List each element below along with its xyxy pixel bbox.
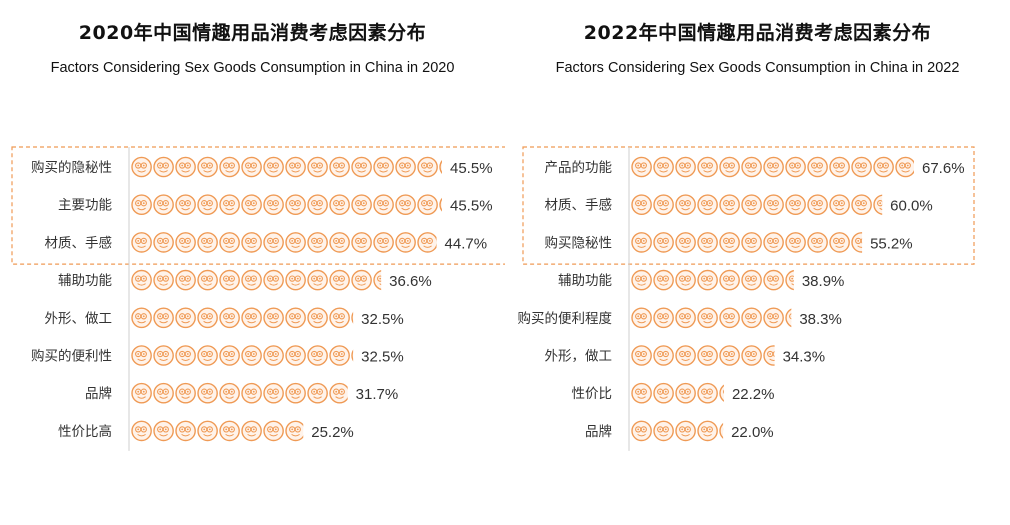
bar (131, 156, 442, 178)
category-label: 购买隐秘性 (545, 235, 613, 251)
highlight-box (11, 146, 505, 265)
chart-subtitle-2020: Factors Considering Sex Goods Consumptio… (50, 60, 455, 76)
value-label: 38.9% (802, 273, 845, 290)
value-label: 55.2% (870, 235, 913, 252)
value-label: 25.2% (311, 424, 354, 441)
category-label: 品牌 (85, 385, 112, 402)
value-label: 22.0% (731, 424, 774, 441)
value-label: 32.5% (361, 311, 404, 328)
category-label: 材质、手感 (45, 234, 113, 251)
value-label: 36.6% (389, 273, 432, 290)
value-label: 60.0% (890, 198, 933, 215)
value-label: 31.7% (356, 386, 399, 403)
category-label: 外形、做工 (45, 311, 113, 327)
value-label: 45.5% (450, 160, 493, 177)
bar (631, 307, 792, 329)
category-label: 购买的便利性 (31, 349, 112, 365)
category-label: 主要功能 (58, 198, 112, 214)
chart-subtitle-2022: Factors Considering Sex Goods Consumptio… (555, 60, 960, 76)
bar (131, 420, 304, 442)
value-label: 67.6% (922, 160, 965, 177)
bar (631, 269, 794, 291)
bar (131, 345, 354, 366)
pictogram-chart-2022: 产品的功能 67.6% 材质、手感 60.0% 购买隐秘性 55.2% 辅助功能 38.9% 购… (518, 146, 975, 451)
bar (631, 420, 724, 442)
value-label: 32.5% (361, 349, 404, 366)
value-label: 34.3% (783, 349, 826, 366)
bar (131, 194, 442, 215)
bar (131, 269, 382, 291)
category-label: 材质、手感 (545, 197, 613, 214)
bar (131, 307, 354, 329)
category-label: 性价比高 (58, 423, 112, 440)
category-label: 品牌 (585, 423, 612, 440)
value-label: 45.5% (450, 198, 493, 215)
category-label: 购买的隐秘性 (31, 160, 112, 176)
category-label: 辅助功能 (58, 273, 112, 289)
bar (631, 382, 724, 404)
bar (631, 194, 883, 215)
chart-panel-2022: 2022年中国情趣用品消费考虑因素分布 Factors Considering … (505, 0, 1010, 525)
chart-panel-2020: 2020年中国情趣用品消费考虑因素分布 Factors Considering … (11, 22, 505, 451)
bar (631, 232, 863, 253)
bar (631, 345, 775, 366)
category-label: 辅助功能 (558, 273, 612, 289)
highlight-box (522, 146, 975, 265)
category-label: 性价比 (572, 386, 613, 402)
value-label: 38.3% (799, 311, 842, 328)
value-label: 22.2% (732, 386, 775, 403)
category-label: 产品的功能 (545, 160, 613, 176)
chart-title-2020: 2020年中国情趣用品消费考虑因素分布 (78, 22, 427, 44)
category-label: 外形，做工 (545, 349, 613, 365)
bar (131, 232, 437, 253)
bar (131, 382, 348, 404)
category-label: 购买的便利程度 (518, 311, 613, 327)
value-label: 44.7% (445, 235, 488, 252)
pictogram-chart-2020: 购买的隐秘性 45.5% 主要功能 45.5% 材质、手感 44.7% 辅助功能 36.6% 外… (11, 146, 505, 451)
bar (631, 156, 914, 178)
chart-title-2022: 2022年中国情趣用品消费考虑因素分布 (583, 22, 932, 44)
